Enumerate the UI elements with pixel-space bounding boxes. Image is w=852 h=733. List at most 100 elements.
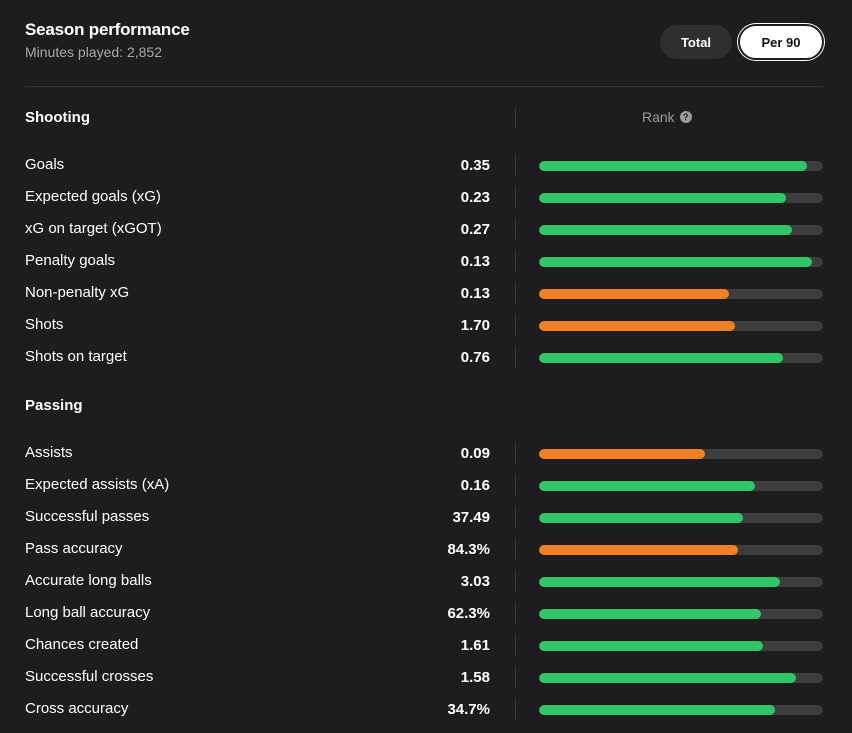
stat-value: 0.27: [460, 221, 490, 238]
stat-value: 0.09: [460, 445, 490, 462]
rank-column-divider: [515, 108, 516, 128]
column-divider: [515, 219, 516, 239]
stat-row[interactable]: xG on target (xGOT) 0.27: [0, 217, 852, 241]
rank-bar-fill: [539, 449, 706, 459]
rank-bar-track: [539, 257, 823, 267]
column-divider: [515, 667, 516, 687]
stat-value: 3.03: [460, 573, 490, 590]
column-divider: [515, 315, 516, 335]
column-divider: [515, 475, 516, 495]
stat-label: Successful crosses: [25, 668, 154, 685]
column-divider: [515, 443, 516, 463]
stat-value: 0.76: [460, 349, 490, 366]
stat-value: 84.3%: [447, 541, 490, 558]
rank-bar-track: [539, 353, 823, 363]
stat-row[interactable]: Cross accuracy 34.7%: [0, 697, 852, 721]
stat-row[interactable]: Accurate long balls 3.03: [0, 569, 852, 593]
rank-bar-fill: [539, 321, 735, 331]
column-divider: [515, 347, 516, 367]
stat-label: Successful passes: [25, 508, 150, 525]
stat-label: Shots on target: [25, 348, 127, 365]
stat-row[interactable]: Chances created 1.61: [0, 633, 852, 657]
stat-label: Chances created: [25, 636, 139, 653]
rank-bar-track: [539, 577, 823, 587]
rank-bar-track: [539, 449, 823, 459]
question-circle-icon[interactable]: ?: [679, 111, 692, 123]
stat-value: 0.16: [460, 477, 490, 494]
rank-bar-fill: [539, 257, 812, 267]
rank-bar-fill: [539, 161, 808, 171]
stat-label: Long ball accuracy: [25, 604, 151, 621]
rank-bar-track: [539, 225, 823, 235]
card-title: Season performance: [25, 20, 190, 39]
rank-bar-fill: [539, 641, 764, 651]
column-divider: [515, 603, 516, 623]
rank-bar-fill: [539, 673, 797, 683]
rank-bar-fill: [539, 481, 755, 491]
rank-column-header: Rank ?: [642, 109, 692, 125]
stat-row[interactable]: Long ball accuracy 62.3%: [0, 601, 852, 625]
stat-row[interactable]: Expected goals (xG) 0.23: [0, 185, 852, 209]
total-toggle-button[interactable]: Total: [660, 25, 732, 59]
rank-bar-fill: [539, 609, 761, 619]
stat-row[interactable]: Successful passes 37.49: [0, 505, 852, 529]
rank-bar-track: [539, 545, 823, 555]
rank-bar-track: [539, 673, 823, 683]
stat-label: Accurate long balls: [25, 572, 152, 589]
stat-row[interactable]: Shots 1.70: [0, 313, 852, 337]
stat-row[interactable]: Assists 0.09: [0, 441, 852, 465]
stat-label: Penalty goals: [25, 252, 116, 269]
stat-row[interactable]: Penalty goals 0.13: [0, 249, 852, 273]
rank-bar-fill: [539, 705, 775, 715]
stat-value: 34.7%: [447, 701, 490, 718]
rank-bar-track: [539, 513, 823, 523]
minutes-played: Minutes played: 2,852: [25, 44, 162, 60]
stat-row[interactable]: Non-penalty xG 0.13: [0, 281, 852, 305]
rank-label: Rank: [642, 109, 675, 125]
per90-toggle-button[interactable]: Per 90: [738, 24, 824, 60]
stat-label: Expected goals (xG): [25, 188, 161, 205]
rank-bar-fill: [539, 577, 781, 587]
stat-row[interactable]: Goals 0.35: [0, 153, 852, 177]
stat-value: 0.13: [460, 285, 490, 302]
stat-label: xG on target (xGOT): [25, 220, 162, 237]
rank-bar-track: [539, 289, 823, 299]
column-divider: [515, 507, 516, 527]
rank-bar-track: [539, 321, 823, 331]
header-divider: [25, 86, 823, 87]
stat-value: 62.3%: [447, 605, 490, 622]
stat-label: Cross accuracy: [25, 700, 129, 717]
stat-label: Goals: [25, 156, 65, 173]
stat-label: Pass accuracy: [25, 540, 123, 557]
column-divider: [515, 187, 516, 207]
column-divider: [515, 155, 516, 175]
rank-bar-fill: [539, 513, 744, 523]
stat-row[interactable]: Shots on target 0.76: [0, 345, 852, 369]
stat-label: Expected assists (xA): [25, 476, 170, 493]
rank-bar-fill: [539, 289, 730, 299]
rank-bar-fill: [539, 225, 792, 235]
rank-bar-fill: [539, 353, 784, 363]
stat-row[interactable]: Pass accuracy 84.3%: [0, 537, 852, 561]
stat-row[interactable]: Expected assists (xA) 0.16: [0, 473, 852, 497]
section-title-passing: Passing: [25, 397, 83, 414]
rank-bar-track: [539, 705, 823, 715]
rank-bar-track: [539, 609, 823, 619]
rank-bar-track: [539, 641, 823, 651]
column-divider: [515, 283, 516, 303]
stat-row[interactable]: Successful crosses 1.58: [0, 665, 852, 689]
rank-bar-track: [539, 193, 823, 203]
rank-bar-fill: [539, 545, 738, 555]
column-divider: [515, 571, 516, 591]
stat-label: Non-penalty xG: [25, 284, 130, 301]
column-divider: [515, 251, 516, 271]
rank-bar-track: [539, 161, 823, 171]
stat-label: Shots: [25, 316, 64, 333]
stat-value: 1.61: [460, 637, 490, 654]
column-divider: [515, 699, 516, 719]
stat-value: 1.58: [460, 669, 490, 686]
stat-value: 37.49: [452, 509, 490, 526]
stat-value: 0.35: [460, 157, 490, 174]
stat-value: 0.13: [460, 253, 490, 270]
